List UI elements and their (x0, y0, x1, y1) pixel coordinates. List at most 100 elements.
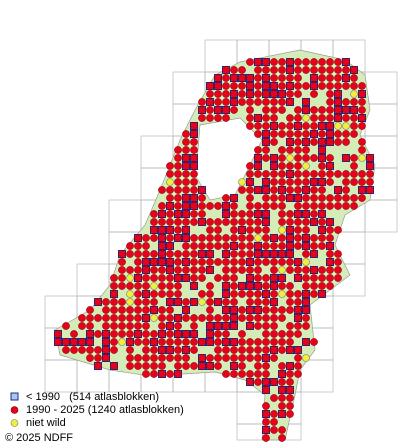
recent-record (286, 330, 294, 338)
recent-record (230, 74, 238, 82)
recent-record (270, 298, 278, 306)
recent-record (198, 274, 206, 282)
recent-record (270, 322, 278, 330)
recent-record (278, 98, 286, 106)
recent-record (262, 330, 270, 338)
recent-record (158, 330, 166, 338)
recent-record (278, 162, 286, 170)
recent-record (238, 306, 246, 314)
legend-label: 1990 - 2025 (1240 atlasblokken) (26, 404, 184, 416)
recent-record (134, 282, 142, 290)
recent-record (246, 122, 254, 130)
recent-record (358, 98, 366, 106)
recent-record (190, 194, 198, 202)
recent-record (278, 234, 286, 242)
recent-record (342, 154, 350, 162)
recent-record (182, 354, 190, 362)
recent-record (286, 386, 294, 394)
recent-record (166, 330, 174, 338)
recent-record (198, 250, 206, 258)
recent-record (366, 170, 374, 178)
recent-record (182, 234, 190, 242)
recent-record (230, 66, 238, 74)
recent-record (190, 250, 198, 258)
recent-record (238, 258, 246, 266)
recent-record (350, 82, 358, 90)
distribution-dots (54, 58, 374, 442)
recent-record (174, 274, 182, 282)
recent-record (262, 242, 270, 250)
recent-record (246, 218, 254, 226)
recent-record (262, 106, 270, 114)
recent-record (182, 258, 190, 266)
legend-icon-not-wild (10, 419, 19, 427)
recent-record (134, 250, 142, 258)
recent-record (310, 138, 318, 146)
recent-record (94, 314, 102, 322)
recent-record (230, 106, 238, 114)
recent-record (222, 98, 230, 106)
recent-record (214, 322, 222, 330)
recent-record (326, 154, 334, 162)
recent-record (214, 202, 222, 210)
recent-record (262, 362, 270, 370)
recent-record (246, 322, 254, 330)
recent-record (326, 234, 334, 242)
recent-record (278, 82, 286, 90)
recent-record (366, 178, 374, 186)
recent-record (262, 74, 270, 82)
recent-record (158, 210, 166, 218)
recent-record (326, 162, 334, 170)
recent-record (294, 370, 302, 378)
recent-record (222, 258, 230, 266)
recent-record (230, 258, 238, 266)
recent-record (342, 82, 350, 90)
recent-record (238, 354, 246, 362)
recent-record (302, 130, 310, 138)
recent-record (110, 274, 118, 282)
recent-record (222, 202, 230, 210)
recent-record (318, 138, 326, 146)
recent-record (302, 146, 310, 154)
recent-record (294, 290, 302, 298)
recent-record (86, 354, 94, 362)
recent-record (334, 250, 342, 258)
recent-record (110, 306, 118, 314)
recent-record (174, 266, 182, 274)
recent-record (302, 266, 310, 274)
recent-record (278, 426, 286, 434)
not-wild (358, 154, 366, 162)
recent-record (246, 186, 254, 194)
recent-record (142, 346, 150, 354)
recent-record (262, 234, 270, 242)
recent-record (206, 266, 214, 274)
recent-record (118, 306, 126, 314)
recent-record (262, 290, 270, 298)
recent-record (254, 354, 262, 362)
recent-record (158, 362, 166, 370)
recent-record (174, 162, 182, 170)
recent-record (142, 290, 150, 298)
recent-record (278, 338, 286, 346)
recent-record (166, 162, 174, 170)
recent-record (286, 234, 294, 242)
recent-record (86, 314, 94, 322)
recent-record (142, 306, 150, 314)
recent-record (198, 98, 206, 106)
recent-record (166, 258, 174, 266)
recent-record (150, 258, 158, 266)
recent-record (86, 330, 94, 338)
recent-record (158, 234, 166, 242)
recent-record (262, 210, 270, 218)
recent-record (278, 370, 286, 378)
recent-record (222, 82, 230, 90)
recent-record (310, 82, 318, 90)
recent-record (182, 274, 190, 282)
recent-record (254, 66, 262, 74)
recent-record (270, 258, 278, 266)
recent-record (174, 346, 182, 354)
recent-record (206, 314, 214, 322)
recent-record (126, 362, 134, 370)
recent-record (246, 250, 254, 258)
recent-record (182, 226, 190, 234)
